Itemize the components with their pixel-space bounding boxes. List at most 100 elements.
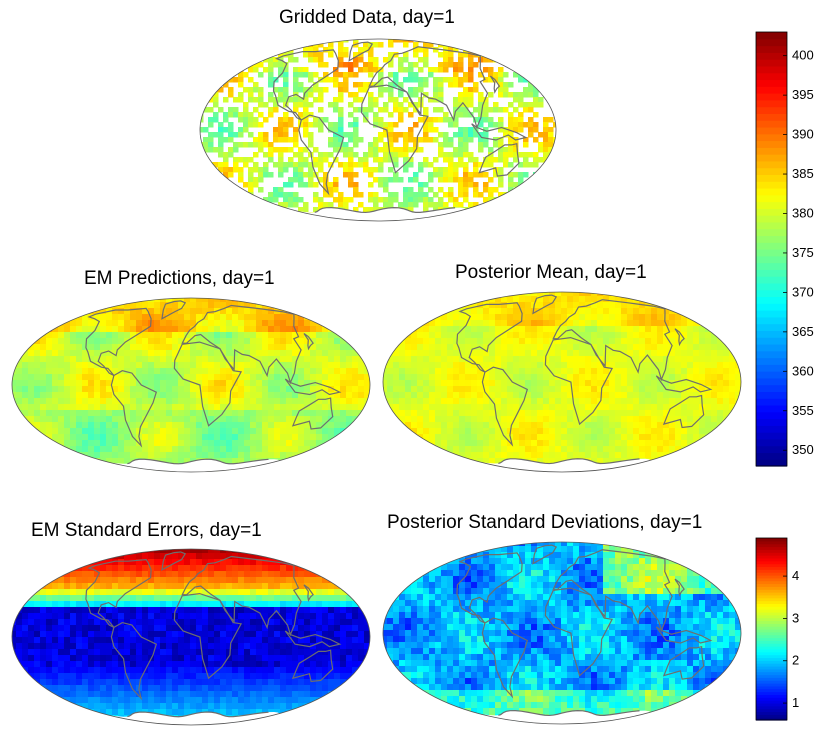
colorbar-top-swatch: [756, 106, 787, 114]
colorbar-bottom-swatch: [756, 620, 787, 624]
gridded-coastline-2: [368, 46, 489, 130]
colorbar-co2-ppm: 350 355 360 365 370 375 380 385 390 395 400: [755, 31, 814, 467]
posterior-sd-coastline-7: [674, 578, 685, 597]
posterior-sd-coastline-3: [544, 587, 614, 677]
colorbar-bottom-tick-label: 2: [792, 653, 799, 668]
posterior-mean-coastline-1: [481, 366, 529, 447]
colorbar-top-tick-label: 370: [792, 284, 814, 299]
colorbar-bottom-swatch: [756, 611, 787, 616]
colorbar-bottom-swatch: [756, 663, 787, 667]
colorbar-bottom-swatch: [756, 688, 787, 693]
colorbar-bottom-swatch: [756, 629, 787, 633]
colorbar-bottom-swatch: [756, 677, 787, 681]
colorbar-bottom-swatch: [756, 711, 787, 715]
colorbar-bottom-swatch: [756, 648, 787, 653]
colorbar-bottom-swatch: [756, 683, 787, 687]
colorbar-top-swatch: [756, 316, 787, 325]
colorbar-top-tick-label: 400: [792, 48, 814, 63]
colorbar-bottom-swatch: [756, 674, 787, 678]
colorbar-bottom-swatch: [756, 640, 787, 644]
colorbar-top-swatch: [756, 113, 787, 121]
em-predictions-coastline-1: [110, 370, 158, 448]
posterior-sd-coastline-5: [532, 544, 558, 565]
colorbar-top-tick-label: 375: [792, 245, 814, 260]
em-standard-errors-outline: [11, 548, 371, 726]
colorbar-bottom-tick-label: 3: [792, 610, 799, 625]
colorbar-bottom-swatch: [756, 614, 787, 619]
colorbar-top-swatch: [756, 228, 787, 237]
colorbar-top-swatch: [756, 418, 787, 426]
em-standard-errors-coastline-5: [161, 551, 187, 572]
colorbar-top-swatch: [756, 343, 787, 352]
colorbar-top-swatch: [756, 452, 787, 460]
colorbar-bottom-swatch: [756, 626, 787, 630]
gridded-coastline-5: [348, 41, 374, 62]
posterior-mean-coastline-7: [674, 328, 685, 347]
colorbar-bottom-swatch: [756, 583, 787, 587]
map-posterior-standard-deviations: [382, 541, 742, 725]
colorbar-top-frame: [755, 31, 788, 467]
colorbar-bottom-tick-label: 1: [792, 695, 799, 710]
colorbar-top-swatch: [756, 187, 787, 196]
colorbar-top-swatch: [756, 133, 787, 142]
colorbar-top-swatch: [756, 201, 787, 209]
colorbar-bottom-swatch: [756, 717, 787, 721]
colorbar-top-tick-label: 380: [792, 205, 814, 220]
gridded-coastline-3: [360, 84, 429, 174]
em-standard-errors-antarctica-coast: [127, 711, 269, 718]
colorbar-top-swatch: [756, 384, 787, 393]
colorbar-top-swatch: [756, 99, 787, 108]
colorbar-top-swatch: [756, 52, 787, 60]
posterior-mean-coastline-0: [456, 302, 523, 373]
colorbar-top-swatch: [756, 93, 787, 101]
colorbar-top-swatch: [756, 235, 787, 243]
colorbar-bottom-swatch: [756, 566, 787, 570]
colorbar-top-swatch: [756, 432, 787, 440]
colorbar-bottom-swatch: [756, 563, 787, 568]
colorbar-bottom-swatch: [756, 691, 787, 696]
colorbar-bottom-swatch: [756, 680, 787, 684]
colorbar-top-swatch: [756, 140, 787, 148]
colorbar-top-tick-label: 350: [792, 442, 814, 457]
posterior-mean-antarctica-coast: [498, 458, 640, 465]
colorbar-bottom-swatch: [756, 671, 787, 676]
em-standard-errors-coastline-0: [85, 558, 152, 628]
colorbar-top-swatch: [756, 364, 787, 372]
em-standard-errors-coastline-3: [173, 592, 243, 680]
posterior-sd-antarctica-coast: [498, 709, 640, 717]
posterior-mean-field: [383, 292, 741, 472]
colorbar-bottom-swatch: [756, 592, 787, 596]
colorbar-bottom-swatch: [756, 685, 787, 690]
colorbar-bottom-swatch: [756, 555, 787, 559]
posterior-mean-coastline-5: [532, 294, 558, 315]
colorbar-top-swatch: [756, 154, 787, 162]
em-predictions-coastline-3: [173, 341, 243, 427]
colorbar-bottom-swatch: [756, 708, 787, 713]
colorbar-top-swatch: [756, 425, 787, 433]
gridded-coastline-4: [478, 142, 520, 177]
colorbar-top-tick-label: 385: [792, 166, 814, 181]
colorbar-top-swatch: [756, 371, 787, 379]
colorbar-top-swatch: [756, 167, 787, 176]
colorbar-bottom-swatch: [756, 623, 787, 627]
colorbar-bottom-swatch: [756, 697, 787, 701]
colorbar-top-swatch: [756, 269, 787, 277]
colorbar-bottom-swatch: [756, 631, 787, 636]
posterior-mean-coastline-6: [655, 375, 713, 393]
colorbar-bottom-swatch: [756, 560, 787, 565]
colorbar-top-swatch: [756, 160, 787, 169]
colorbar-bottom-swatch: [756, 543, 787, 548]
colorbar-top-swatch: [756, 242, 787, 250]
colorbar-bottom-swatch: [756, 646, 787, 650]
map-posterior-mean: [382, 291, 742, 473]
colorbar-bottom-swatch: [756, 549, 787, 553]
posterior-sd-coastline-6: [655, 626, 713, 644]
em-predictions-coastline-4: [291, 397, 334, 430]
em-predictions-coastline-0: [85, 307, 152, 377]
colorbar-top-swatch: [756, 337, 787, 345]
posterior-sd-coastline-4: [662, 645, 705, 680]
colorbar-top-tick-label: 360: [792, 363, 814, 378]
colorbar-bottom-swatch: [756, 606, 787, 610]
colorbar-top-swatch: [756, 310, 787, 318]
em-standard-errors-coastline-7: [303, 584, 314, 603]
